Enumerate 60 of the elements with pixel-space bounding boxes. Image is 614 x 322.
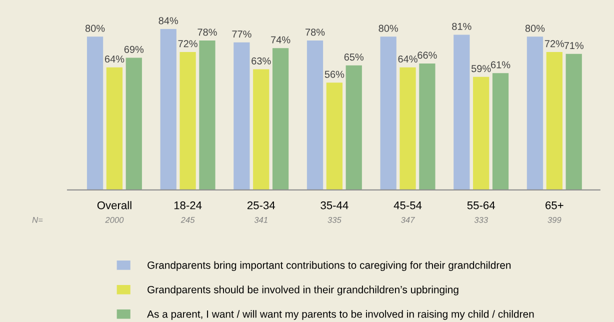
bar xyxy=(160,28,176,190)
bar xyxy=(380,36,396,190)
bar xyxy=(492,73,509,190)
bar xyxy=(253,69,270,190)
text: 245 xyxy=(180,216,195,223)
data-label: 80% xyxy=(525,24,545,32)
data-label: 59% xyxy=(471,65,491,72)
data-label: 84% xyxy=(158,17,178,24)
data-label: 80% xyxy=(378,24,398,32)
bar xyxy=(346,65,362,190)
x-tick-label: 18-24 xyxy=(174,201,202,210)
text: 399 xyxy=(548,216,562,223)
bar xyxy=(199,40,216,190)
data-label: 65% xyxy=(344,54,364,61)
bar xyxy=(106,67,123,190)
data-label: 64% xyxy=(398,55,418,63)
legend-label: As a parent, I want / will want my parents to be involved in raising my child / children xyxy=(147,310,534,320)
text: 335 xyxy=(328,216,342,223)
data-label: 78% xyxy=(198,28,217,36)
bar xyxy=(126,58,142,190)
text: 333 xyxy=(474,216,488,223)
x-tick-label: 45-54 xyxy=(394,202,422,210)
data-label: 81% xyxy=(452,22,472,30)
text: 341 xyxy=(254,216,268,223)
bar xyxy=(473,76,490,190)
data-label: 66% xyxy=(418,52,437,59)
bar xyxy=(234,42,250,190)
bar xyxy=(454,34,470,190)
text: 347 xyxy=(401,216,415,223)
legend-label: Grandparents should be involved in their grandchildren’s upbringing xyxy=(148,286,458,296)
x-tick-label: Overall xyxy=(97,201,132,210)
data-label: 72% xyxy=(178,40,198,48)
data-label: 72% xyxy=(544,40,564,48)
text: 2000 xyxy=(105,216,124,223)
data-label: 64% xyxy=(104,55,124,63)
bar xyxy=(180,52,196,190)
data-label: 78% xyxy=(306,28,325,36)
bar xyxy=(306,40,324,190)
bar xyxy=(272,48,289,190)
data-label: 61% xyxy=(491,61,510,68)
bar xyxy=(546,52,562,190)
data-label: 77% xyxy=(232,30,252,38)
data-label: 56% xyxy=(324,70,344,78)
x-tick-label: 35-44 xyxy=(320,201,348,210)
x-tick-label: 55-64 xyxy=(467,201,495,210)
data-label: 71% xyxy=(564,42,584,50)
data-label: 63% xyxy=(252,57,271,64)
x-tick-label: 25-34 xyxy=(247,201,276,210)
data-label: 69% xyxy=(124,46,144,53)
bar xyxy=(86,36,104,190)
data-label: 74% xyxy=(271,36,290,44)
bar xyxy=(400,67,416,190)
text: N= xyxy=(32,217,43,223)
bar xyxy=(326,82,343,190)
x-tick-label: 65+ xyxy=(546,201,564,210)
data-label: 80% xyxy=(85,24,105,32)
legend-label: Grandparents bring important contributions to caregiving for their grandchildren xyxy=(148,261,511,271)
bar xyxy=(566,54,582,190)
bar xyxy=(526,36,544,190)
bar xyxy=(419,63,436,190)
